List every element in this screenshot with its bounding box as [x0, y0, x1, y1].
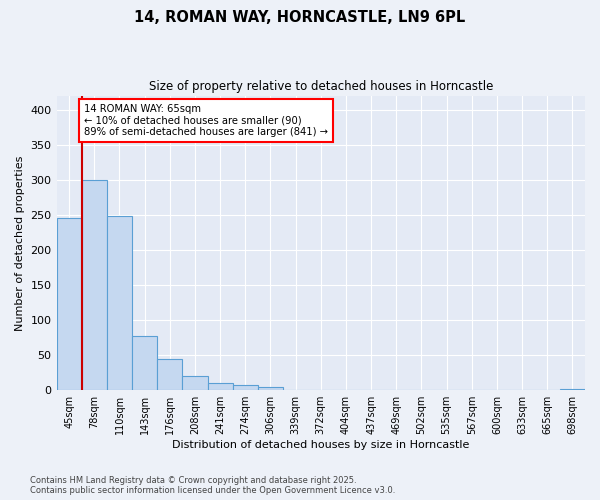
Bar — [560, 389, 585, 390]
Text: 14 ROMAN WAY: 65sqm
← 10% of detached houses are smaller (90)
89% of semi-detach: 14 ROMAN WAY: 65sqm ← 10% of detached ho… — [84, 104, 328, 137]
Bar — [233, 386, 258, 390]
Y-axis label: Number of detached properties: Number of detached properties — [15, 155, 25, 330]
Bar — [182, 376, 208, 390]
Text: Contains HM Land Registry data © Crown copyright and database right 2025.
Contai: Contains HM Land Registry data © Crown c… — [30, 476, 395, 495]
Text: 14, ROMAN WAY, HORNCASTLE, LN9 6PL: 14, ROMAN WAY, HORNCASTLE, LN9 6PL — [134, 10, 466, 25]
Bar — [82, 180, 107, 390]
Bar — [208, 383, 233, 390]
X-axis label: Distribution of detached houses by size in Horncastle: Distribution of detached houses by size … — [172, 440, 469, 450]
Bar — [258, 386, 283, 390]
Bar — [107, 216, 132, 390]
Bar — [132, 336, 157, 390]
Bar — [157, 358, 182, 390]
Title: Size of property relative to detached houses in Horncastle: Size of property relative to detached ho… — [149, 80, 493, 93]
Bar — [56, 218, 82, 390]
